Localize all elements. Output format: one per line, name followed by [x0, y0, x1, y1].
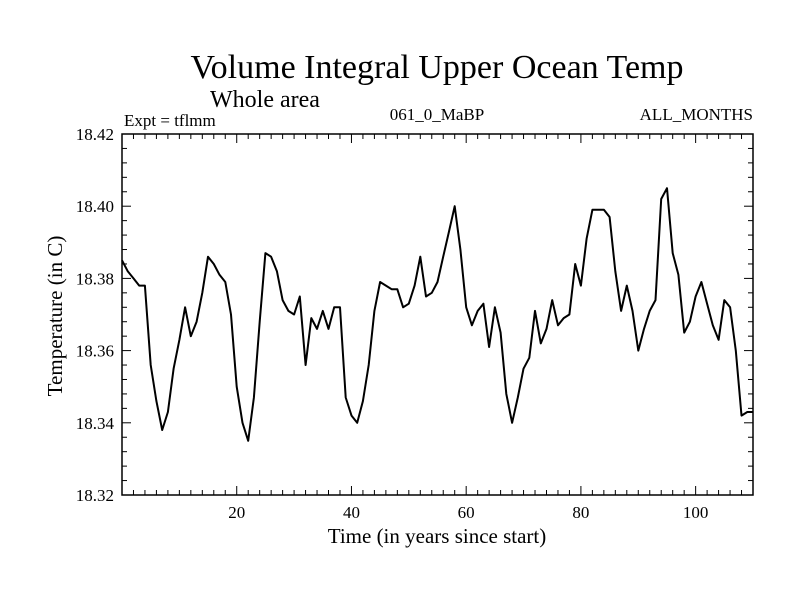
x-tick-label: 20: [228, 503, 245, 522]
x-tick-label: 60: [458, 503, 475, 522]
x-tick-label: 100: [683, 503, 709, 522]
y-tick-label: 18.32: [76, 486, 114, 505]
y-tick-label: 18.42: [76, 125, 114, 144]
y-tick-label: 18.34: [76, 414, 115, 433]
chart-title: Volume Integral Upper Ocean Temp: [191, 49, 684, 86]
x-tick-label: 40: [343, 503, 360, 522]
x-axis-label: Time (in years since start): [328, 524, 547, 548]
x-tick-label: 80: [572, 503, 589, 522]
series-line: [121, 187, 753, 442]
plot-frame: [121, 133, 754, 496]
experiment-label: Expt = tflmm: [124, 111, 216, 130]
ticks-layer: 18.32 18.34 18.36 18.38 18.40 18.42 20 40 60 80 10…: [76, 125, 754, 522]
y-tick-label: 18.40: [76, 197, 114, 216]
period-label: ALL_MONTHS: [640, 105, 753, 124]
chart-subtitle: Whole area: [210, 87, 320, 113]
run-label: 061_0_MaBP: [390, 105, 484, 124]
y-tick-label: 18.38: [76, 269, 114, 288]
y-axis-label: Temperature (in C): [43, 236, 67, 397]
y-tick-label: 18.36: [76, 342, 114, 361]
series-layer: [121, 187, 753, 442]
